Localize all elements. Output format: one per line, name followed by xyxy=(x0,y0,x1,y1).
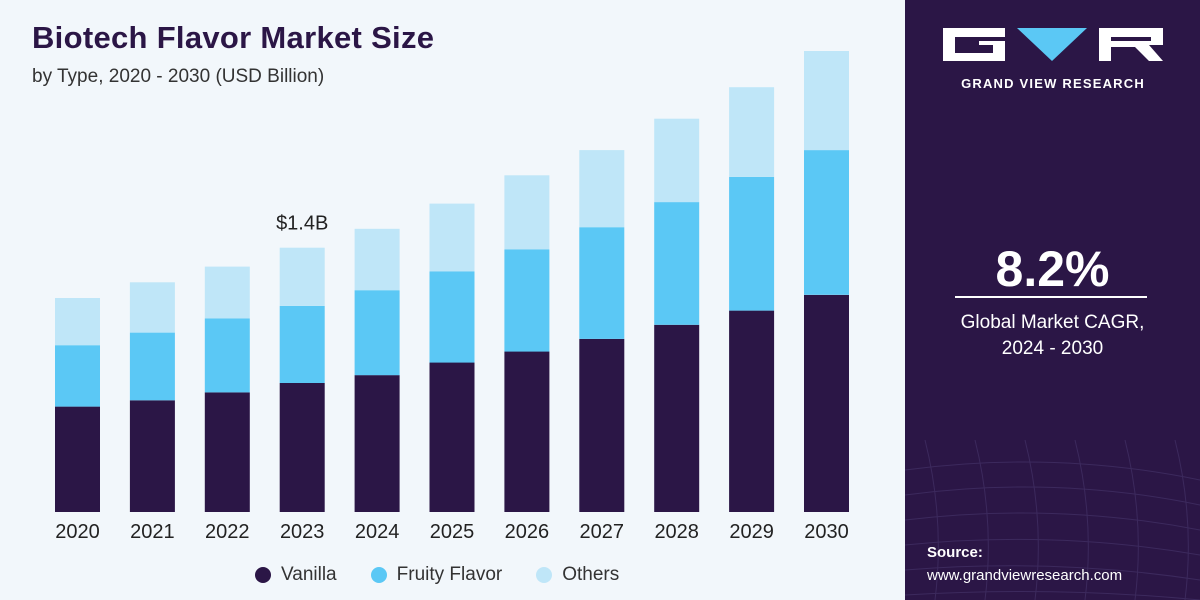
x-tick-label: 2026 xyxy=(505,521,550,543)
x-tick-label: 2024 xyxy=(355,521,400,543)
bar-vanilla-2027 xyxy=(579,338,625,512)
bar-others-2024 xyxy=(354,228,400,291)
bar-fruity-flavor-2028 xyxy=(654,202,700,325)
source-link[interactable]: www.grandviewresearch.com xyxy=(927,567,1123,584)
bar-fruity-flavor-2029 xyxy=(729,176,775,311)
legend-label: Fruity Flavor xyxy=(396,564,503,585)
bar-others-2020 xyxy=(55,298,100,346)
legend-item-others: Others xyxy=(536,564,619,586)
chart-panel: Biotech Flavor Market Size by Type, 2020… xyxy=(0,0,905,600)
bar-vanilla-2030 xyxy=(804,294,849,512)
bar-vanilla-2026 xyxy=(504,351,550,512)
legend-item-vanilla: Vanilla xyxy=(255,564,337,586)
legend-swatch xyxy=(536,567,553,583)
stacked-bar-chart: 2020 2021 2022 2023 2024 2025 2026 2027 2028 2029… xyxy=(55,51,849,543)
bar-others-2028 xyxy=(654,118,700,203)
bar-vanilla-2025 xyxy=(429,362,475,512)
bar-fruity-flavor-2026 xyxy=(504,249,550,352)
bar-vanilla-2021 xyxy=(129,400,175,512)
bar-fruity-flavor-2022 xyxy=(204,318,250,393)
chart-title: Biotech Flavor Market Size xyxy=(32,20,435,55)
bar-fruity-flavor-2030 xyxy=(804,150,849,295)
data-label-2023: $1.4B xyxy=(276,213,328,235)
legend-item-fruity-flavor: Fruity Flavor xyxy=(370,564,503,586)
bar-others-2022 xyxy=(204,266,250,319)
chart-subtitle: by Type, 2020 - 2030 (USD Billion) xyxy=(32,66,325,87)
x-tick-label: 2020 xyxy=(55,521,100,543)
bar-fruity-flavor-2020 xyxy=(55,345,100,407)
brand-name: GRAND VIEW RESEARCH xyxy=(961,76,1145,91)
legend-swatch xyxy=(255,567,271,583)
legend-label: Vanilla xyxy=(281,564,337,585)
chart-legend: Vanilla Fruity Flavor Others xyxy=(255,561,619,589)
x-tick-label: 2029 xyxy=(729,521,774,543)
bar-vanilla-2020 xyxy=(55,406,100,512)
x-tick-label: 2028 xyxy=(654,521,699,543)
gvr-logo-icon xyxy=(943,28,1163,61)
cagr-label-line1: Global Market CAGR, xyxy=(960,312,1145,333)
x-tick-label: 2025 xyxy=(430,521,475,543)
cagr-divider xyxy=(955,296,1147,298)
x-tick-label: 2021 xyxy=(130,521,175,543)
bar-others-2025 xyxy=(429,203,475,272)
source-label: Source: xyxy=(927,544,983,561)
bar-vanilla-2023 xyxy=(279,383,325,512)
legend-swatch xyxy=(370,567,387,583)
bar-vanilla-2029 xyxy=(729,310,775,512)
bar-fruity-flavor-2021 xyxy=(129,332,175,401)
bar-fruity-flavor-2024 xyxy=(354,290,400,376)
legend-label: Others xyxy=(562,564,620,585)
bar-fruity-flavor-2027 xyxy=(579,227,625,339)
cagr-value: 8.2% xyxy=(995,241,1110,297)
bar-others-2029 xyxy=(729,87,775,177)
grid-decoration xyxy=(905,440,1200,600)
bar-others-2026 xyxy=(504,175,550,250)
cagr-label: Global Market CAGR, 2024 - 2030 xyxy=(905,310,1200,362)
x-tick-label: 2023 xyxy=(280,521,325,543)
bar-vanilla-2028 xyxy=(654,324,700,512)
bar-fruity-flavor-2025 xyxy=(429,271,475,363)
x-tick-label: 2022 xyxy=(205,521,250,543)
bar-others-2030 xyxy=(804,51,849,151)
x-tick-label: 2030 xyxy=(804,521,849,543)
bar-vanilla-2022 xyxy=(204,392,250,512)
bar-others-2023 xyxy=(279,247,325,306)
bar-fruity-flavor-2023 xyxy=(279,305,325,383)
info-panel: GRAND VIEW RESEARCH 8.2% Global Market C… xyxy=(905,0,1200,600)
brand-logo: GRAND VIEW RESEARCH xyxy=(943,23,1163,91)
x-tick-label: 2027 xyxy=(580,521,625,543)
bar-others-2027 xyxy=(579,150,625,228)
bar-others-2021 xyxy=(129,282,175,333)
bar-vanilla-2024 xyxy=(354,375,400,512)
cagr-label-line2: 2024 - 2030 xyxy=(1001,338,1104,359)
